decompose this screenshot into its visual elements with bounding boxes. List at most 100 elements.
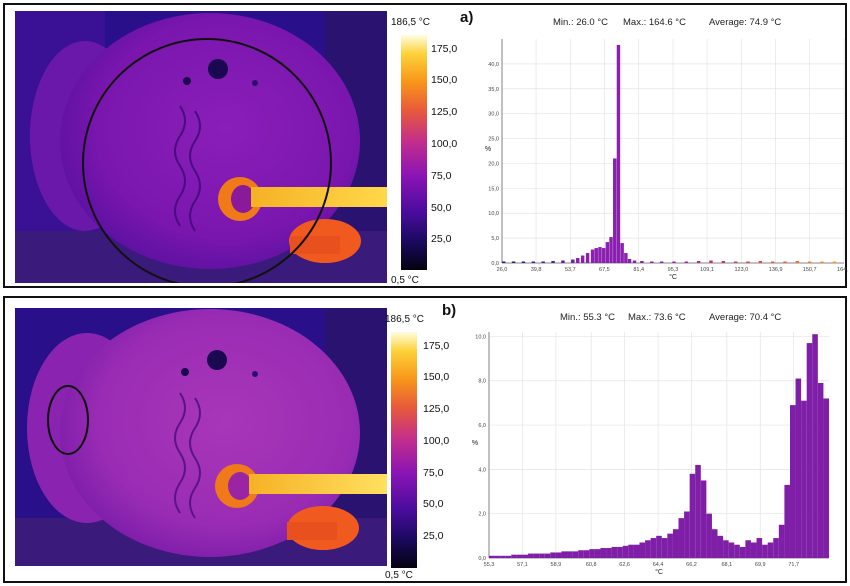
x-tick-label: 60,8 <box>586 562 597 568</box>
x-tick-label: 69,9 <box>755 562 766 568</box>
histogram-bar <box>616 44 621 264</box>
histogram-bar <box>678 518 685 558</box>
histogram-bar <box>672 261 676 263</box>
y-tick-label: 5,0 <box>491 236 499 242</box>
histogram-bar <box>590 249 595 263</box>
histogram-a-svg: 0,0 5,0 10,0 15,0 20,0 25,0 30,0 35,0 40,0 26,0 39… <box>485 39 848 281</box>
y-tick-label: 2,0 <box>478 512 486 518</box>
x-tick-label: 53,7 <box>565 267 576 273</box>
histogram-bar <box>622 545 629 558</box>
histogram-bar <box>632 260 637 263</box>
colorbar-tick: 150,0 <box>431 74 458 86</box>
x-tick-label: 109,1 <box>700 267 714 273</box>
histogram-bar <box>544 553 551 558</box>
x-tick-label: 123,0 <box>734 267 748 273</box>
histogram-bar <box>561 260 565 263</box>
histogram-bar <box>580 255 585 263</box>
histogram-bar <box>717 535 724 558</box>
histogram-bar <box>684 261 689 263</box>
histogram-bar <box>795 378 802 558</box>
histogram-bar <box>689 473 696 558</box>
histogram-bar <box>500 555 506 558</box>
histogram-bar <box>613 158 617 263</box>
histogram-bar <box>795 261 800 263</box>
histogram-bar <box>812 334 818 558</box>
histogram-bar <box>583 550 590 558</box>
y-tick-label: 4,0 <box>478 467 486 473</box>
colorbar-min-label: 0,5 °C <box>391 275 419 286</box>
histogram-bar <box>609 237 613 263</box>
panel-label-b: b) <box>442 302 457 319</box>
stat-avg-a: Average: 74.9 °C <box>709 17 782 28</box>
histogram-bar <box>756 538 763 558</box>
x-tick-label: 57,1 <box>517 562 528 568</box>
histogram-bar <box>594 549 601 558</box>
histogram-bar <box>489 555 495 558</box>
colorbar-tick: 175,0 <box>431 43 458 55</box>
colorbar-tick: 150,0 <box>423 371 450 383</box>
stat-max-a: Max.: 164.6 °C <box>623 17 686 28</box>
histogram-bar <box>550 552 556 558</box>
histogram-bar <box>611 546 618 558</box>
colorbar-a: 186,5 °C 0,5 °C 175,0 150,0 125,0 100,0 … <box>385 11 465 287</box>
x-tick-label: 62,6 <box>619 562 630 568</box>
histogram-bar <box>600 548 607 558</box>
thermal-image-b <box>15 308 387 566</box>
histogram-bar <box>572 551 579 558</box>
colorbar-tick: 50,0 <box>423 498 444 510</box>
colorbar-tick: 75,0 <box>431 170 452 182</box>
colorbar-tick: 100,0 <box>423 435 450 447</box>
x-axis-label: °C <box>669 273 677 281</box>
x-tick-label: 81,4 <box>633 267 644 273</box>
histogram-bar <box>633 544 640 558</box>
stat-max-b: Max.: 73.6 °C <box>628 312 686 323</box>
histogram-bar <box>823 398 829 558</box>
histogram-bar <box>745 540 751 558</box>
histogram-bar <box>672 529 679 558</box>
histogram-bar <box>567 551 573 558</box>
colorbar-tick: 25,0 <box>431 233 452 245</box>
histogram-bar <box>789 405 796 558</box>
histogram-bar <box>650 261 654 263</box>
histogram-a: 0,0 5,0 10,0 15,0 20,0 25,0 30,0 35,0 40,0 26,0 39… <box>470 33 848 287</box>
histogram-bar <box>541 261 545 263</box>
stat-min-b: Min.: 55.3 °C <box>560 312 616 323</box>
x-tick-label: 67,5 <box>599 267 610 273</box>
histogram-bar <box>734 544 740 558</box>
colorbar-tick: 100,0 <box>431 138 458 150</box>
histogram-bar <box>606 548 612 558</box>
histogram-bar <box>659 261 664 263</box>
histogram-bar <box>783 261 787 263</box>
histogram-bar <box>494 555 501 558</box>
x-tick-label: 58,9 <box>551 562 562 568</box>
histogram-bar <box>561 551 568 558</box>
colorbar-tick: 25,0 <box>423 530 444 542</box>
y-tick-label: 10,0 <box>488 211 499 217</box>
histogram-bar <box>733 261 738 263</box>
histogram-bar <box>555 552 562 558</box>
histogram-bar <box>700 480 707 558</box>
y-tick-label: 0,0 <box>478 556 486 562</box>
histogram-bar <box>585 253 590 263</box>
histogram-bar <box>516 554 523 558</box>
histogram-bar <box>650 538 657 558</box>
histogram-bar <box>511 554 517 558</box>
histogram-bar <box>695 464 701 558</box>
histogram-bar <box>773 538 779 558</box>
histogram-bar <box>620 243 624 263</box>
x-tick-label: 164,6 <box>837 267 848 273</box>
y-tick-label: 30,0 <box>488 112 499 118</box>
histogram-bar <box>571 259 575 263</box>
histogram-bar <box>709 260 713 263</box>
histogram-bar <box>817 382 824 558</box>
histogram-bar <box>746 261 750 263</box>
x-tick-label: 150,7 <box>803 267 817 273</box>
histogram-bar <box>601 248 606 263</box>
histogram-bar <box>627 259 632 263</box>
thermal-image-a <box>15 11 387 283</box>
histogram-bar <box>758 261 763 263</box>
colorbar-gradient <box>391 332 417 568</box>
x-tick-label: 71,7 <box>788 562 799 568</box>
colorbar-max-label: 186,5 °C <box>385 314 425 325</box>
histogram-bar <box>770 261 775 263</box>
